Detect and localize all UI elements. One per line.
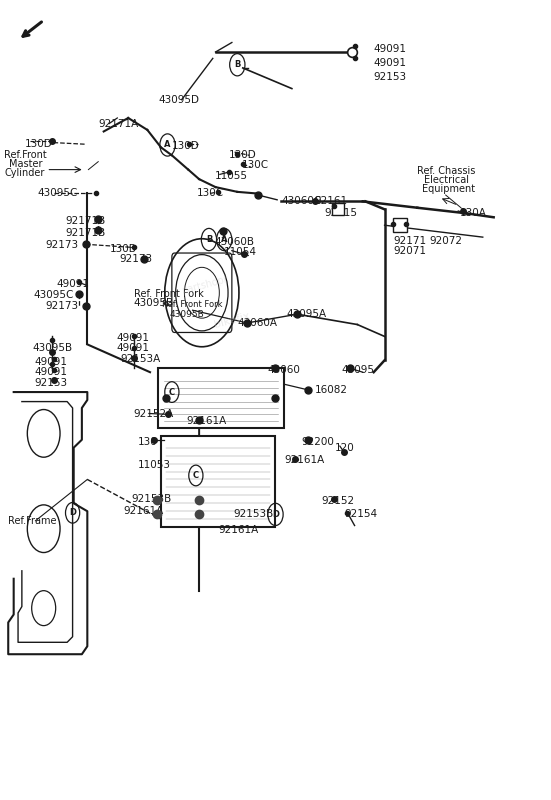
Text: C: C (193, 471, 199, 480)
Text: 43095B: 43095B (134, 298, 174, 308)
Text: D: D (69, 508, 76, 518)
Text: D: D (272, 510, 279, 519)
Text: Ref. Front Fork: Ref. Front Fork (134, 289, 203, 298)
Text: 11055: 11055 (214, 171, 247, 181)
Text: 92153B: 92153B (131, 494, 171, 504)
Text: 43095: 43095 (341, 365, 374, 375)
Text: 130C: 130C (197, 189, 224, 198)
Text: 92171A: 92171A (98, 118, 138, 129)
Text: partshopr: partshopr (180, 274, 229, 296)
Text: 43060C: 43060C (281, 196, 321, 206)
Text: Ref.Front: Ref.Front (4, 150, 47, 160)
Text: 43095B: 43095B (169, 310, 204, 318)
Text: Electrical: Electrical (424, 175, 469, 185)
Text: 43095C: 43095C (33, 290, 74, 300)
FancyBboxPatch shape (158, 368, 284, 428)
Text: 92071: 92071 (393, 246, 426, 256)
Text: 92015: 92015 (325, 208, 358, 218)
Text: Ref. Front Fork: Ref. Front Fork (162, 300, 223, 309)
Text: 92161A: 92161A (124, 506, 164, 516)
Text: 92171B: 92171B (66, 216, 106, 226)
Text: 130D: 130D (172, 141, 199, 150)
Text: Equipment: Equipment (422, 184, 475, 194)
Text: A: A (164, 141, 171, 150)
Text: 92161A: 92161A (284, 455, 325, 466)
FancyBboxPatch shape (172, 253, 232, 333)
Text: 130C: 130C (242, 160, 269, 170)
Text: 43095D: 43095D (158, 95, 199, 106)
Text: 49091: 49091 (116, 343, 149, 354)
Text: 43095A: 43095A (287, 309, 327, 319)
Text: A: A (221, 235, 228, 244)
Text: 92173: 92173 (119, 254, 152, 264)
Text: 130A: 130A (460, 208, 487, 218)
Text: 130: 130 (138, 437, 158, 447)
Text: 92171: 92171 (393, 236, 426, 246)
Text: B: B (206, 235, 212, 244)
Text: 43060B: 43060B (214, 237, 255, 247)
Text: B: B (234, 60, 240, 70)
Text: Ref.Frame: Ref.Frame (8, 516, 57, 526)
Text: 92161: 92161 (315, 196, 348, 206)
Text: Master: Master (9, 159, 43, 169)
Text: 43060A: 43060A (237, 318, 277, 328)
Text: 43095C: 43095C (37, 188, 78, 198)
Text: 43060: 43060 (268, 365, 301, 375)
Text: 120: 120 (334, 442, 354, 453)
Text: C: C (169, 387, 175, 397)
Text: bikefix: bikefix (213, 311, 251, 330)
Text: 92161A: 92161A (186, 416, 226, 426)
Text: 130D: 130D (229, 150, 257, 159)
Text: 130D: 130D (25, 139, 52, 149)
Text: 49091: 49091 (116, 333, 149, 343)
Text: 92173: 92173 (45, 302, 78, 311)
Text: 92154: 92154 (344, 509, 377, 518)
Text: 92072: 92072 (429, 236, 462, 246)
Text: Ref. Chassis: Ref. Chassis (417, 166, 476, 176)
Text: 43095B: 43095B (33, 343, 73, 354)
FancyBboxPatch shape (161, 436, 276, 527)
Text: 49091: 49091 (374, 58, 407, 68)
Text: 11054: 11054 (224, 247, 257, 258)
Text: 92153B: 92153B (233, 510, 273, 519)
Text: 49091: 49091 (34, 357, 67, 367)
Text: 92152A: 92152A (134, 409, 174, 418)
Text: 16082: 16082 (315, 385, 348, 394)
Text: 92200: 92200 (302, 437, 334, 447)
Text: 49091: 49091 (374, 44, 407, 54)
Text: 92171B: 92171B (66, 228, 106, 238)
Text: 130B: 130B (110, 244, 137, 254)
Text: 92173: 92173 (45, 240, 78, 250)
Text: 92152: 92152 (321, 496, 354, 506)
Text: 92153: 92153 (374, 73, 407, 82)
Text: 11053: 11053 (138, 460, 171, 470)
Text: 92161A: 92161A (219, 526, 259, 535)
Text: 92153: 92153 (34, 378, 68, 387)
Text: 49091: 49091 (56, 279, 89, 289)
Text: 49091: 49091 (34, 367, 67, 377)
Text: Cylinder: Cylinder (4, 168, 45, 178)
Text: 92153A: 92153A (120, 354, 160, 364)
